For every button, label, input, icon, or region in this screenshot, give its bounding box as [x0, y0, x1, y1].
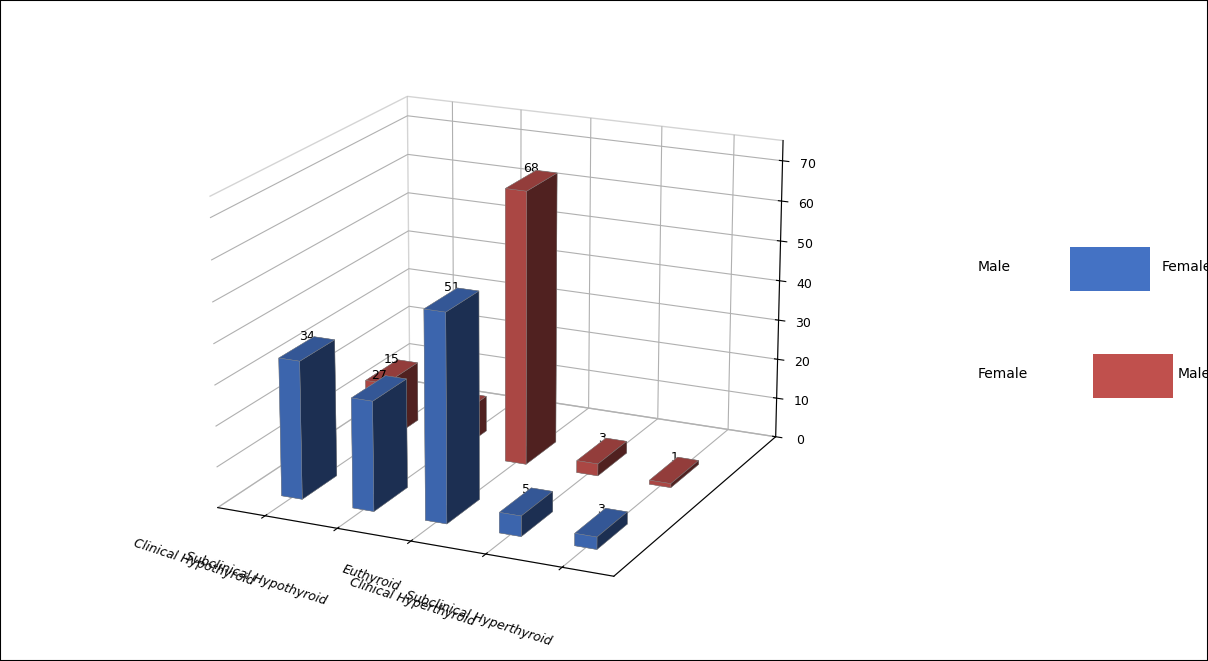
Bar	[1070, 247, 1150, 291]
Text: Male: Male	[978, 260, 1011, 274]
Text: Female: Female	[1162, 260, 1208, 274]
Text: Female: Female	[978, 367, 1028, 381]
Text: Male: Male	[1178, 367, 1208, 381]
Bar	[1093, 354, 1173, 398]
